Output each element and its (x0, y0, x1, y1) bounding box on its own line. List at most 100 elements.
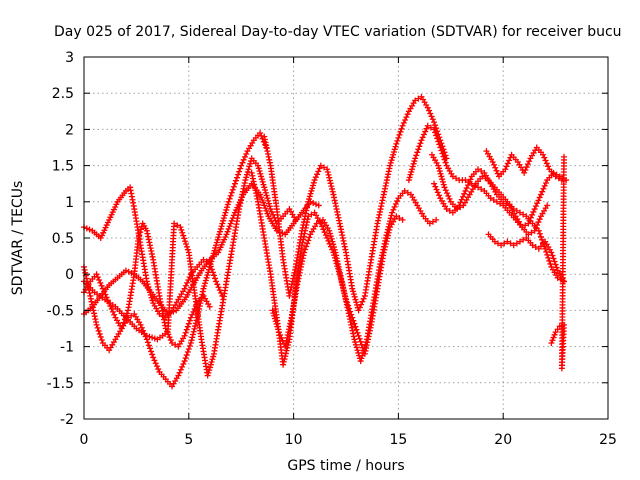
data-point (260, 199, 267, 206)
data-point (441, 184, 448, 191)
data-point (189, 311, 196, 318)
data-point (550, 255, 557, 262)
data-point (466, 179, 473, 186)
data-point (530, 208, 537, 215)
data-point (204, 272, 211, 279)
data-point (326, 240, 333, 247)
data-point (531, 227, 538, 234)
data-point (442, 187, 449, 194)
data-point (498, 242, 505, 249)
data-point (384, 235, 391, 242)
data-point (344, 299, 351, 306)
data-point (123, 310, 130, 317)
data-point (441, 156, 448, 163)
data-point (266, 203, 273, 210)
data-point (337, 274, 344, 281)
data-point (102, 291, 109, 298)
data-point (216, 287, 223, 294)
data-point (522, 222, 529, 229)
data-point (220, 217, 227, 224)
data-point (327, 243, 334, 250)
data-point (178, 226, 185, 233)
data-point (185, 346, 192, 353)
data-point (504, 238, 511, 245)
data-point (185, 320, 192, 327)
data-point (317, 220, 324, 227)
data-point (348, 311, 355, 318)
data-point (384, 232, 391, 239)
data-point (546, 257, 553, 264)
data-point (320, 164, 327, 171)
data-point (545, 163, 552, 170)
data-point (351, 336, 358, 343)
data-point (315, 202, 322, 209)
data-point (403, 114, 410, 121)
data-point (224, 204, 231, 211)
data-point (424, 122, 431, 129)
data-point (329, 185, 336, 192)
data-point (400, 119, 407, 126)
data-point (325, 237, 332, 244)
data-point (413, 152, 420, 159)
data-point (171, 220, 178, 227)
data-point (175, 372, 182, 379)
data-point (184, 279, 191, 286)
y-tick-label: 3 (65, 50, 74, 66)
data-point (148, 348, 155, 355)
data-point (525, 231, 532, 238)
data-point (429, 218, 436, 225)
data-point (360, 295, 367, 302)
data-point (493, 167, 500, 174)
data-point (213, 242, 220, 249)
data-point (333, 260, 340, 267)
data-point (230, 183, 237, 190)
data-point (394, 198, 401, 205)
data-point (560, 153, 567, 160)
x-tick-label: 20 (494, 432, 512, 448)
data-point (284, 344, 291, 351)
data-point (462, 187, 469, 194)
data-point (412, 155, 419, 162)
data-point (182, 238, 189, 245)
data-point (316, 165, 323, 172)
data-point (548, 339, 555, 346)
data-point (352, 323, 359, 330)
data-point (172, 341, 179, 348)
data-point (215, 234, 222, 241)
data-point (383, 238, 390, 245)
data-point (405, 177, 412, 184)
data-point (321, 229, 328, 236)
data-point (432, 183, 439, 190)
data-point (523, 164, 530, 171)
data-point (207, 361, 214, 368)
data-point (256, 168, 263, 175)
data-point (282, 350, 289, 357)
data-point (399, 216, 406, 223)
data-point (359, 298, 366, 305)
data-point (322, 232, 329, 239)
data-point (328, 235, 335, 242)
data-point (440, 181, 447, 188)
chart-title: Day 025 of 2017, Sidereal Day-to-day VTE… (54, 24, 622, 40)
data-point (238, 162, 245, 169)
data-point (543, 160, 550, 167)
data-point (155, 366, 162, 373)
data-point (214, 281, 221, 288)
y-tick-labels: -2 -1.5 -1 -0.5 0 0.5 1 1.5 2 2.5 3 (47, 50, 74, 428)
data-point (540, 185, 547, 192)
data-point (258, 132, 265, 139)
data-point (390, 151, 397, 158)
data-point (490, 161, 497, 168)
data-point (463, 185, 470, 192)
data-point (259, 196, 266, 203)
data-point (341, 290, 348, 297)
data-point (135, 235, 142, 241)
data-point (206, 367, 213, 374)
data-point (411, 158, 418, 165)
data-point (305, 198, 312, 205)
data-point (510, 242, 517, 249)
data-point (184, 246, 191, 253)
data-point (392, 200, 399, 207)
data-point (541, 182, 548, 189)
data-point (211, 247, 218, 254)
